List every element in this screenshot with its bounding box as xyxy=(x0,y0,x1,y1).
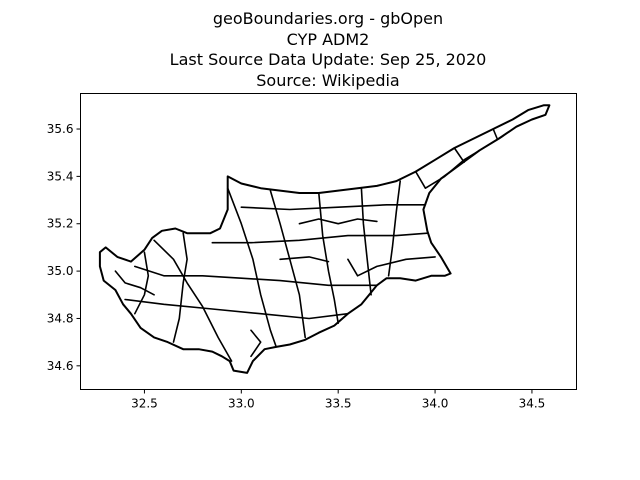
district-boundary-3 xyxy=(318,192,339,324)
title-line-1: geoBoundaries.org - gbOpen xyxy=(213,9,443,28)
x-tick-label: 33.0 xyxy=(228,397,255,411)
x-axis: 32.5 33.0 33.5 34.0 34.5 xyxy=(131,389,546,411)
x-tick-label: 32.5 xyxy=(131,397,158,411)
x-tick-label: 34.0 xyxy=(422,397,449,411)
y-tick-label: 34.8 xyxy=(47,311,74,325)
district-boundary-19 xyxy=(279,256,330,263)
admin-boundaries xyxy=(114,128,504,362)
axes-frame xyxy=(80,93,577,390)
district-boundary-4 xyxy=(360,187,372,296)
title-line-3: Last Source Data Update: Sep 25, 2020 xyxy=(170,50,487,69)
x-tick-label: 33.5 xyxy=(325,397,352,411)
y-axis: 34.6 34.8 35.0 35.2 35.4 35.6 xyxy=(47,122,81,373)
district-boundary-7 xyxy=(124,298,349,320)
district-boundary-8 xyxy=(211,232,429,244)
district-boundary-13 xyxy=(114,270,155,296)
district-boundary-11 xyxy=(453,147,465,163)
plot-area xyxy=(98,104,551,374)
district-boundary-2 xyxy=(269,189,306,339)
x-tick-label: 34.5 xyxy=(519,397,546,411)
island-outline-path xyxy=(98,104,551,374)
district-boundary-17 xyxy=(347,256,436,277)
district-boundary-15 xyxy=(172,232,188,343)
district-boundary-18 xyxy=(298,218,378,225)
district-boundary-1 xyxy=(226,187,277,348)
district-boundary-12 xyxy=(492,128,498,140)
district-boundary-9 xyxy=(240,204,427,211)
y-tick-label: 34.6 xyxy=(47,359,74,373)
island-outline xyxy=(98,104,551,374)
district-boundary-5 xyxy=(387,180,401,277)
title-line-4: Source: Wikipedia xyxy=(256,71,399,90)
y-tick-label: 35.4 xyxy=(47,169,74,183)
district-boundary-6 xyxy=(134,265,378,287)
y-tick-label: 35.0 xyxy=(47,264,74,278)
district-boundary-14 xyxy=(134,251,150,315)
y-tick-label: 35.2 xyxy=(47,217,74,231)
district-boundary-0 xyxy=(153,239,233,362)
title-line-2: CYP ADM2 xyxy=(287,30,370,49)
y-tick-label: 35.6 xyxy=(47,122,74,136)
district-boundary-16 xyxy=(250,329,262,358)
